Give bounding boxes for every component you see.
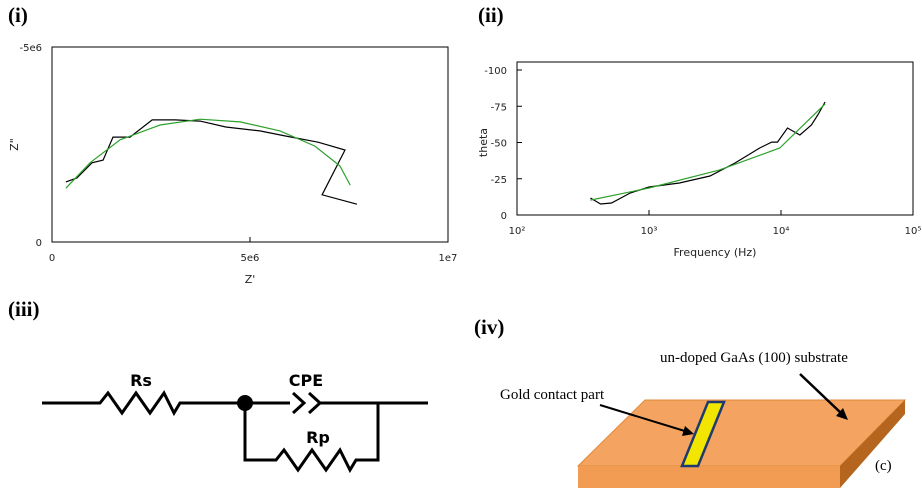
x-tick-label: 10³ (641, 226, 658, 237)
substrate-front (578, 466, 840, 488)
panel-label: (iii) (8, 297, 40, 321)
cpe-symbol (291, 391, 307, 415)
x-tick-label: 10⁵ (905, 226, 922, 237)
circuit-label: Rp (306, 428, 330, 447)
substrate-side (840, 400, 905, 488)
series-line (65, 118, 351, 189)
arrow (599, 404, 689, 433)
series-line (590, 101, 826, 205)
y-axis-label: theta (477, 128, 490, 157)
plot-frame (51, 46, 449, 243)
x-axis-label: Z' (245, 273, 256, 286)
x-tick-label: 10⁴ (773, 226, 790, 237)
series-line (590, 103, 826, 201)
gold-contact (680, 400, 726, 468)
arrow-head (836, 408, 848, 420)
arrow (799, 373, 843, 415)
panel-label: (i) (8, 3, 28, 27)
y-tick-label: -25 (491, 175, 507, 186)
x-tick-label: 0 (49, 253, 55, 264)
series-line (65, 119, 358, 205)
circuit (42, 390, 428, 474)
y-tick-label: -75 (491, 102, 507, 113)
node (237, 395, 253, 411)
panel-label: (iv) (474, 315, 504, 339)
y-tick-label: 0 (36, 238, 42, 249)
x-tick-label: 1e7 (439, 253, 458, 264)
wire (42, 390, 290, 417)
y-tick-label: -100 (484, 66, 507, 77)
circuit-label: Rs (130, 371, 152, 390)
device-label: Gold contact part (500, 387, 605, 403)
device (576, 373, 907, 488)
arrow-head (682, 426, 694, 436)
x-axis-label: Frequency (Hz) (674, 246, 757, 259)
x-tick-label: 10² (509, 226, 526, 237)
device-label: un-doped GaAs (100) substrate (660, 350, 848, 366)
y-tick-label: -5e6 (20, 43, 43, 54)
x-tick-label: 5e6 (241, 253, 260, 264)
y-tick-label: 0 (501, 211, 507, 222)
panel-label: (ii) (478, 3, 504, 27)
circuit-label: CPE (289, 371, 323, 390)
cpe-symbol (307, 391, 323, 415)
y-axis-label: Z" (8, 138, 21, 151)
wire (243, 403, 380, 474)
device-label: (c) (875, 458, 892, 474)
plot-frame (516, 61, 914, 216)
y-tick-label: -50 (491, 139, 507, 150)
